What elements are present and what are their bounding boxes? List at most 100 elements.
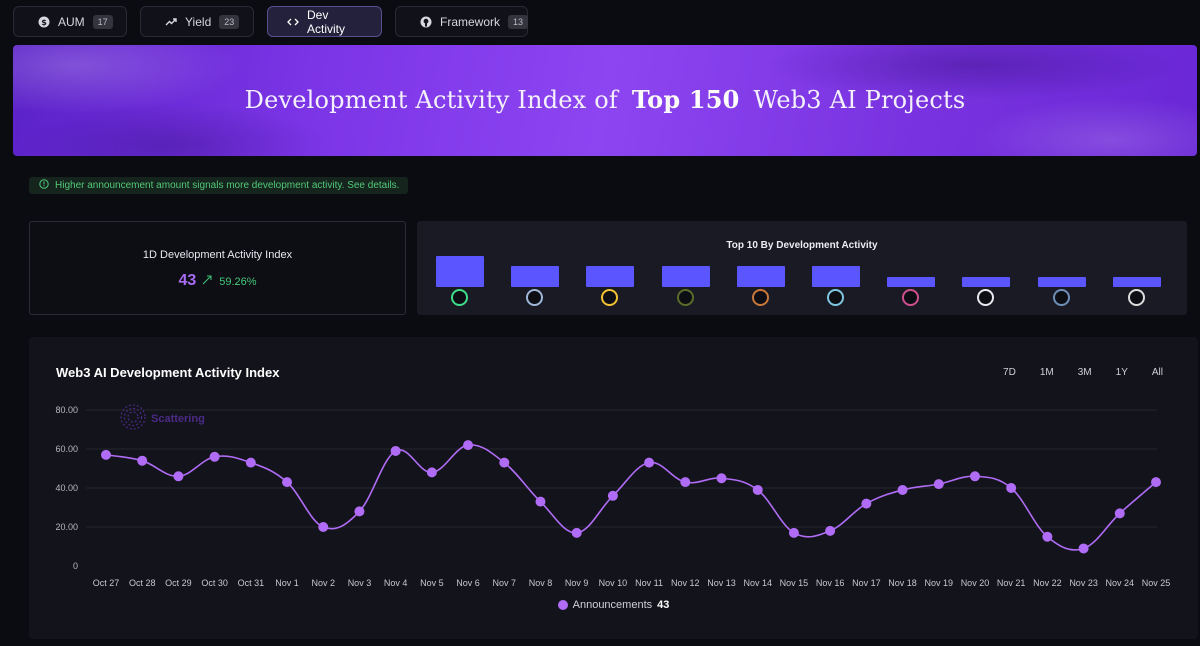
data-point[interactable] [752, 484, 763, 495]
top10-bar[interactable] [661, 266, 710, 287]
data-point[interactable] [933, 479, 944, 490]
x-tick-label: Nov 9 [565, 578, 589, 588]
data-point[interactable] [861, 498, 872, 509]
x-tick-label: Nov 11 [635, 578, 663, 588]
data-point[interactable] [282, 477, 293, 488]
tab-yield-count: 23 [219, 14, 240, 29]
data-point[interactable] [318, 522, 329, 532]
tab-aum-label: AUM [58, 14, 85, 29]
x-tick-label: Nov 15 [780, 578, 809, 588]
tab-aum[interactable]: $ AUM 17 [13, 6, 127, 37]
x-tick-label: Nov 6 [456, 578, 480, 588]
top10-bar[interactable] [511, 266, 560, 287]
data-point[interactable] [354, 506, 365, 517]
daily-index-change: 59.26% [219, 276, 257, 288]
data-point[interactable] [897, 484, 908, 495]
data-point[interactable] [571, 527, 582, 538]
data-point[interactable] [1042, 531, 1053, 542]
top10-bar[interactable] [736, 266, 785, 287]
data-point[interactable] [173, 471, 184, 482]
x-tick-label: Oct 28 [129, 578, 156, 588]
tab-framework-label: Framework [440, 14, 501, 29]
data-point[interactable] [137, 455, 148, 466]
x-tick-label: Nov 21 [997, 578, 1026, 588]
project-logo-icon[interactable] [601, 289, 619, 306]
chart-legend[interactable]: Announcements 43 [29, 599, 1198, 611]
hero-banner: Development Activity Index of Top 150 We… [13, 45, 1197, 156]
x-tick-label: Nov 12 [671, 578, 700, 588]
top10-bar[interactable] [1037, 276, 1086, 287]
data-point[interactable] [245, 457, 256, 468]
svg-text:$: $ [41, 18, 47, 27]
legend-dot [557, 600, 568, 610]
data-point[interactable] [1006, 483, 1017, 493]
top10-bar[interactable] [962, 276, 1011, 287]
data-point[interactable] [1078, 543, 1089, 554]
data-point[interactable] [788, 527, 799, 538]
top10-bar[interactable] [586, 266, 635, 287]
tab-framework[interactable]: Framework 13 [395, 6, 529, 37]
top10-bar[interactable] [436, 256, 484, 287]
data-point[interactable] [463, 440, 474, 451]
data-point[interactable] [209, 451, 220, 462]
tab-yield-label: Yield [185, 14, 212, 29]
project-logo-icon[interactable] [526, 289, 544, 306]
data-point[interactable] [680, 477, 691, 488]
daily-index-card: 1D Development Activity Index 43 59.26% [29, 221, 406, 315]
project-logo-icon[interactable] [676, 289, 694, 306]
data-point[interactable] [1151, 477, 1161, 488]
data-point[interactable] [499, 457, 510, 468]
data-point[interactable] [607, 490, 618, 501]
project-logo-icon[interactable] [1052, 289, 1070, 306]
project-logo-icon[interactable] [751, 289, 769, 306]
data-point[interactable] [101, 449, 111, 460]
top10-bar[interactable] [887, 276, 936, 287]
data-point[interactable] [1114, 508, 1125, 519]
activity-chart-card: Web3 AI Development Activity Index 7D 1M… [29, 337, 1198, 639]
code-icon [287, 16, 299, 28]
x-tick-label: Nov 16 [816, 578, 845, 588]
tab-dev-activity[interactable]: Dev Activity [267, 6, 382, 37]
data-point[interactable] [390, 445, 401, 456]
legend-label: Announcements [572, 599, 653, 611]
banner-title-post: Web3 AI Projects [753, 86, 966, 114]
tab-framework-count: 13 [508, 14, 529, 29]
legend-value: 43 [657, 599, 670, 611]
y-tick-label: 80.00 [55, 405, 78, 415]
project-logo-icon[interactable] [451, 289, 468, 306]
y-tick-label: 20.00 [55, 522, 78, 532]
data-point[interactable] [426, 467, 437, 478]
info-note[interactable]: Higher announcement amount signals more … [29, 177, 409, 194]
x-tick-label: Oct 29 [165, 578, 192, 588]
data-point[interactable] [644, 457, 655, 468]
category-tabs: $ AUM 17 Yield 23 Dev Activity Framework… [13, 6, 529, 37]
range-1m[interactable]: 1M [1039, 367, 1054, 378]
x-tick-label: Oct 30 [201, 578, 228, 588]
data-point[interactable] [825, 525, 836, 536]
dollar-icon: $ [38, 16, 50, 28]
data-point[interactable] [535, 496, 546, 507]
range-all[interactable]: All [1151, 367, 1163, 378]
tab-yield[interactable]: Yield 23 [140, 6, 254, 37]
trend-icon [165, 16, 177, 28]
x-tick-label: Nov 4 [384, 578, 408, 588]
project-logo-icon[interactable] [827, 289, 844, 306]
top10-bar[interactable] [812, 266, 860, 287]
project-logo-icon[interactable] [1127, 289, 1145, 306]
x-tick-label: Nov 1 [275, 578, 299, 588]
line-chart: 0 20.00 40.00 60.00 80.00 Oct 27 Oct 28 Oct 29 O… [55, 405, 1170, 588]
project-logo-icon[interactable] [977, 289, 995, 306]
range-3m[interactable]: 3M [1077, 367, 1092, 378]
y-tick-label: 40.00 [55, 483, 78, 493]
daily-index-title: 1D Development Activity Index [142, 249, 293, 261]
x-tick-label: Nov 7 [493, 578, 517, 588]
top10-bar[interactable] [1112, 276, 1161, 287]
project-logo-icon[interactable] [902, 289, 920, 306]
banner-title-pre: Development Activity Index of [244, 86, 618, 114]
range-7d[interactable]: 7D [1003, 367, 1016, 378]
x-tick-label: Nov 20 [961, 578, 990, 588]
scattering-logo-icon [119, 403, 147, 434]
data-point[interactable] [716, 473, 727, 484]
range-1y[interactable]: 1Y [1115, 367, 1128, 378]
data-point[interactable] [969, 471, 980, 482]
